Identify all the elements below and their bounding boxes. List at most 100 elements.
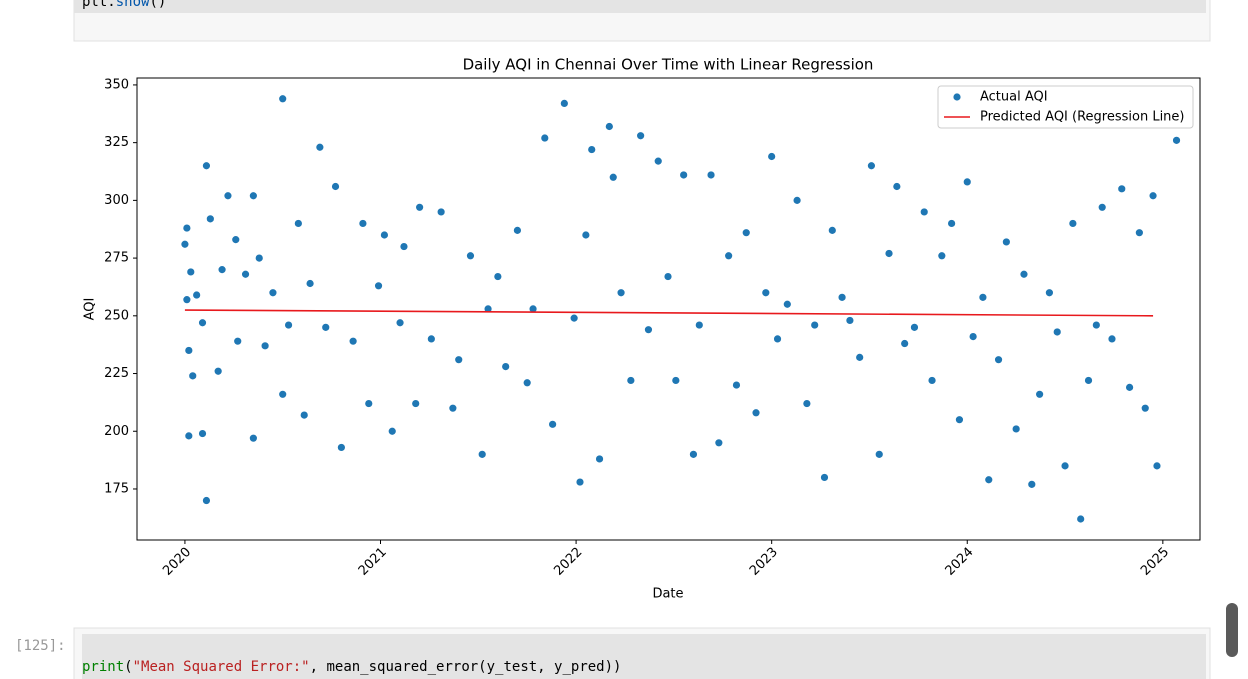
data-point [855, 352, 865, 362]
data-point [180, 239, 190, 249]
data-point [884, 249, 894, 258]
data-point [732, 380, 741, 390]
data-point [182, 223, 192, 233]
data-point [233, 336, 243, 346]
data-point [706, 170, 716, 180]
data-point [644, 325, 653, 335]
data-point [1027, 479, 1037, 489]
data-point [358, 219, 368, 228]
data-point [454, 355, 464, 365]
legend-swatch [952, 92, 962, 102]
data-point [202, 161, 211, 171]
data-point [559, 98, 569, 108]
data-point [315, 142, 325, 152]
data-point [569, 313, 579, 323]
data-point [1076, 514, 1086, 524]
plot-area [136, 77, 1201, 541]
data-point [1035, 389, 1045, 399]
data-point [299, 410, 309, 420]
data-point [608, 172, 618, 182]
data-point [336, 443, 346, 452]
code-token: plt. [82, 0, 116, 10]
data-point [653, 156, 663, 166]
x-tick-label: 2025 [1138, 545, 1172, 579]
data-point [978, 292, 988, 302]
data-point [321, 322, 331, 332]
code-token: ( [124, 659, 132, 675]
data-point [968, 332, 978, 341]
x-axis-label: Date [652, 587, 683, 602]
data-point [724, 251, 734, 261]
legend [937, 85, 1194, 129]
data-point [900, 339, 910, 348]
data-point [501, 362, 511, 372]
data-point [767, 152, 777, 161]
legend-label: Actual AQI [980, 90, 1048, 105]
x-tick-label: 2023 [747, 545, 781, 579]
data-point [448, 403, 458, 413]
data-point [493, 272, 503, 281]
data-point [1091, 320, 1101, 330]
data-point [892, 182, 902, 191]
data-point [581, 230, 591, 240]
data-point [241, 269, 250, 279]
data-point [540, 133, 550, 143]
code-token: show [116, 0, 150, 10]
y-tick-label: 250 [104, 308, 129, 323]
code-input[interactable] [82, 634, 1206, 679]
data-point [293, 219, 303, 228]
code-token: () [149, 0, 166, 10]
data-point [231, 235, 241, 245]
scrollbar[interactable] [1226, 603, 1238, 657]
x-tick-label: 2024 [943, 545, 977, 579]
data-point [268, 288, 278, 298]
x-tick-label: 2022 [551, 545, 585, 579]
data-point [751, 408, 761, 418]
data-point [1001, 237, 1011, 247]
data-point [927, 376, 937, 385]
data-point [694, 320, 704, 330]
data-point [616, 288, 626, 298]
data-point [962, 177, 972, 187]
data-point [867, 161, 876, 171]
y-tick-label: 175 [104, 481, 129, 496]
data-point [575, 477, 585, 487]
data-point [254, 253, 264, 263]
data-point [188, 371, 198, 381]
data-point [186, 267, 196, 277]
data-point [380, 230, 389, 240]
data-point [415, 202, 425, 212]
data-point [426, 334, 436, 344]
data-point [331, 182, 340, 191]
data-point [198, 318, 207, 328]
x-tick-label: 2020 [160, 545, 194, 579]
data-point [1060, 461, 1070, 471]
y-tick-label: 350 [104, 77, 129, 92]
code-input[interactable] [74, 0, 1206, 13]
data-point [587, 145, 597, 154]
data-point [1107, 334, 1117, 344]
data-point [348, 336, 358, 346]
data-point [260, 341, 270, 351]
data-point [374, 281, 383, 291]
data-point [595, 454, 604, 464]
data-point [513, 225, 522, 235]
x-tick-label: 2021 [356, 545, 390, 579]
code-token: , mean_squared_error(y_test, y_pred)) [310, 659, 622, 675]
data-point [955, 415, 964, 425]
data-point [773, 334, 782, 344]
data-point [477, 449, 487, 459]
y-tick-label: 300 [104, 193, 129, 208]
code-line: print("Mean Squared Error:", mean_square… [82, 659, 621, 675]
data-point [411, 399, 421, 408]
y-tick-label: 325 [104, 135, 129, 150]
data-point [483, 304, 493, 314]
data-point [626, 376, 636, 385]
data-point [182, 295, 192, 305]
data-point [1148, 191, 1158, 201]
data-point [205, 214, 215, 224]
data-point [305, 279, 315, 288]
y-tick-label: 225 [104, 366, 129, 381]
y-tick-label: 200 [104, 424, 129, 439]
data-point [1152, 461, 1162, 471]
